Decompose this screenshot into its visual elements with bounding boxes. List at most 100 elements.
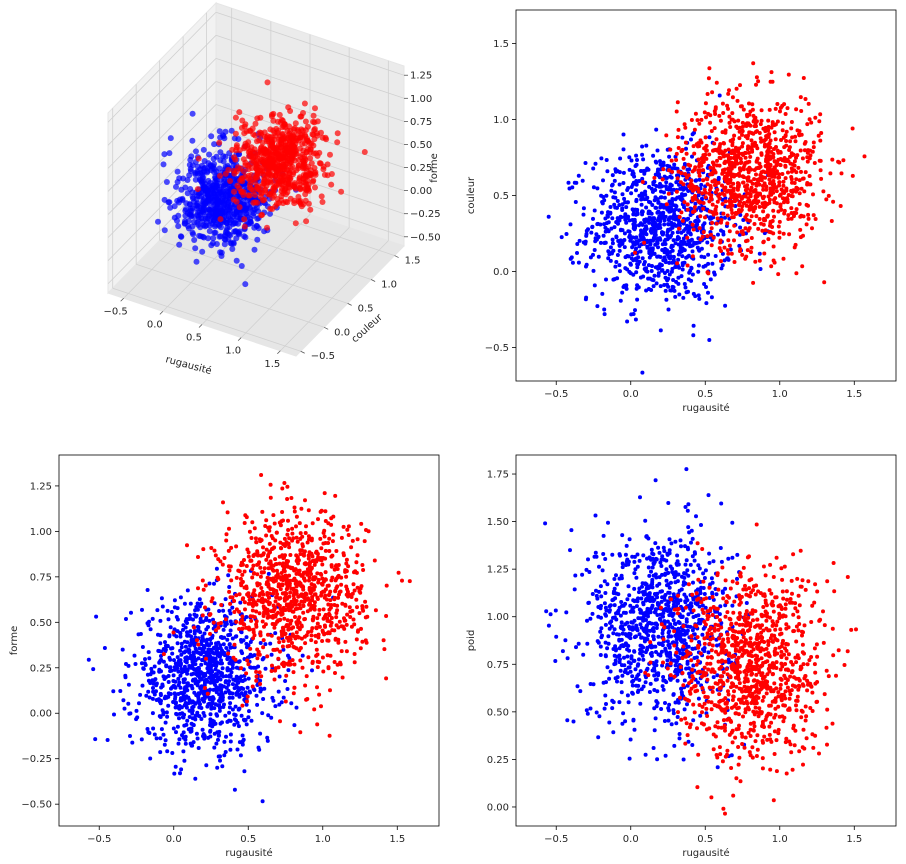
data-point-3d (236, 109, 243, 116)
data-point (670, 248, 675, 253)
data-point (672, 162, 677, 167)
data-point (310, 617, 315, 622)
data-point (789, 126, 794, 131)
data-point (614, 260, 619, 264)
data-point (679, 274, 684, 279)
data-point (254, 693, 259, 698)
data-point-3d (217, 216, 224, 223)
z-tick-label-3d: −0.50 (410, 232, 441, 243)
data-point (633, 223, 638, 228)
grid-line (107, 58, 217, 169)
data-point (595, 186, 600, 191)
data-point (603, 229, 608, 234)
data-point (343, 639, 348, 644)
data-point (806, 101, 811, 106)
data-point-3d (190, 231, 197, 238)
data-point-3d (266, 172, 273, 178)
data-point (226, 682, 231, 687)
data-point (666, 307, 671, 312)
data-point (751, 61, 756, 66)
data-point (644, 232, 649, 237)
data-point (717, 93, 722, 98)
data-point (148, 627, 153, 632)
data-point (635, 297, 640, 302)
data-point (546, 214, 551, 219)
data-point-3d (270, 110, 277, 117)
data-point (214, 641, 218, 646)
data-point (613, 264, 618, 269)
data-point (573, 200, 578, 204)
data-point (657, 172, 661, 177)
data-point (647, 220, 652, 225)
data-point (685, 235, 690, 240)
data-point (199, 662, 204, 667)
data-point-3d (220, 158, 227, 165)
data-point (217, 609, 222, 613)
data-point-3d (319, 199, 326, 205)
data-point (689, 118, 694, 122)
data-point (687, 167, 692, 172)
grid-line (215, 104, 405, 168)
data-point (631, 209, 636, 214)
data-point (179, 767, 184, 772)
data-point (661, 167, 666, 172)
grid-line (215, 81, 405, 145)
data-point (737, 146, 742, 151)
data-point (824, 197, 829, 202)
data-point (678, 197, 683, 201)
data-point (201, 587, 206, 592)
data-point (625, 319, 630, 324)
data-point-3d (247, 177, 254, 184)
x-tick-label-3d: 1.5 (264, 359, 280, 370)
data-point (624, 220, 629, 225)
data-point (704, 301, 709, 306)
data-point-3d (267, 126, 274, 133)
data-point (669, 233, 673, 238)
data-point (713, 254, 718, 258)
data-point (749, 250, 753, 254)
data-point (207, 643, 212, 648)
data-point (190, 686, 195, 691)
data-point (708, 216, 713, 221)
data-point (609, 226, 614, 231)
data-point (258, 574, 263, 579)
data-point-3d (254, 115, 261, 122)
data-point (786, 72, 791, 77)
data-point (384, 676, 389, 681)
data-point (612, 277, 617, 282)
data-point (652, 273, 657, 278)
data-point (183, 701, 188, 705)
data-point (292, 509, 297, 514)
data-point (663, 258, 668, 263)
data-point (334, 549, 339, 553)
data-point (710, 202, 715, 207)
data-point (784, 139, 789, 143)
data-point (705, 270, 710, 275)
data-point (201, 698, 206, 702)
data-point (298, 531, 303, 536)
data-point (200, 727, 205, 732)
data-point (689, 278, 694, 283)
data-point (256, 664, 261, 669)
data-point (141, 666, 146, 671)
data-point-3d (261, 160, 268, 167)
data-point (719, 249, 723, 253)
data-point (176, 692, 181, 696)
data-point-3d (254, 236, 261, 243)
data-point (174, 711, 179, 716)
data-point (728, 125, 733, 129)
data-point (776, 157, 781, 162)
data-point (764, 134, 769, 139)
data-point (94, 614, 99, 619)
data-point (792, 181, 797, 185)
data-point (227, 710, 232, 715)
data-point (617, 182, 622, 187)
data-point (743, 188, 748, 193)
data-point (684, 175, 689, 180)
data-point (686, 216, 691, 221)
data-point (211, 620, 216, 625)
data-point (800, 156, 805, 161)
data-point (151, 686, 155, 690)
data-point (112, 712, 116, 717)
data-point-3d (284, 166, 291, 173)
